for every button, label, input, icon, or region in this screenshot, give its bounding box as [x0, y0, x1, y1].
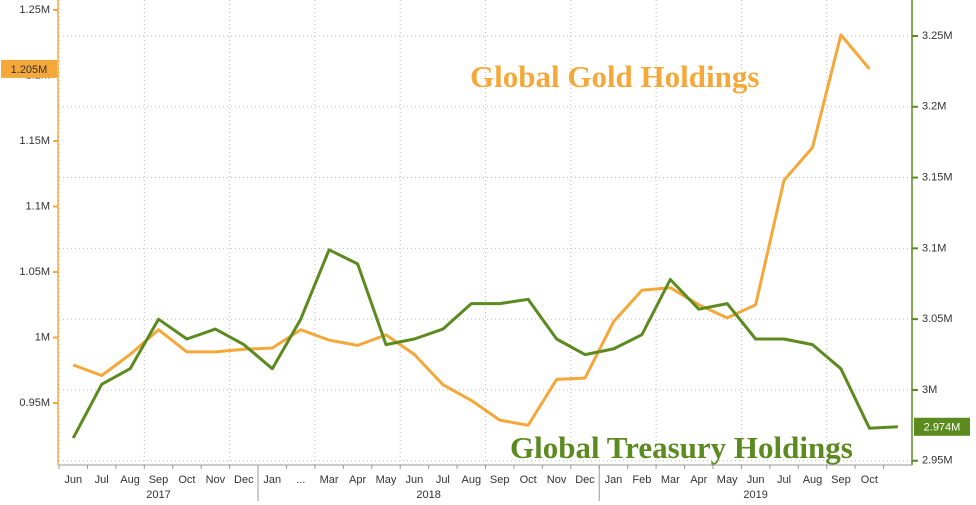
- x-tick-label: Jul: [95, 474, 109, 486]
- x-tick-label: May: [376, 474, 397, 486]
- x-tick-label: Sep: [490, 474, 510, 486]
- y-tick-label: 1.05M: [19, 266, 50, 278]
- last-value-label: 2.974M: [924, 422, 961, 434]
- x-tick-label: Jun: [64, 474, 82, 486]
- x-tick-label: Nov: [206, 474, 226, 486]
- x-tick-label: Jul: [436, 474, 450, 486]
- y-tick-label: 1M: [35, 331, 50, 343]
- x-tick-label: Oct: [861, 474, 878, 486]
- x-tick-label: Dec: [575, 474, 595, 486]
- year-label: 2019: [743, 489, 767, 501]
- last-value-label: 1.205M: [11, 64, 48, 76]
- x-tick-label: Aug: [120, 474, 140, 486]
- x-tick-label: Dec: [234, 474, 254, 486]
- x-tick-label: Apr: [690, 474, 707, 486]
- x-tick-label: Sep: [831, 474, 851, 486]
- y2-tick-label: 3M: [922, 384, 937, 396]
- x-tick-label: Jul: [777, 474, 791, 486]
- y2-tick-label: 3.1M: [922, 242, 946, 254]
- y2-tick-label: 3.2M: [922, 101, 946, 113]
- y2-tick-label: 3.05M: [922, 313, 953, 325]
- x-tick-label: ...: [296, 474, 305, 486]
- x-tick-label: Aug: [461, 474, 481, 486]
- x-tick-label: Aug: [803, 474, 823, 486]
- y2-tick-label: 2.95M: [922, 455, 953, 467]
- series-line: [71, 248, 898, 439]
- treasury-annotation: Global Treasury Holdings: [510, 430, 853, 465]
- y2-tick-label: 3.15M: [922, 171, 953, 183]
- x-tick-label: Apr: [349, 474, 366, 486]
- x-tick-label: Oct: [178, 474, 195, 486]
- y-tick-label: 1.15M: [19, 135, 50, 147]
- last-value-flag: [914, 417, 970, 436]
- x-tick-label: Nov: [547, 474, 567, 486]
- x-tick-label: Feb: [632, 474, 651, 486]
- x-tick-label: Oct: [520, 474, 537, 486]
- y-tick-label: 1.25M: [19, 4, 50, 16]
- year-label: 2018: [416, 489, 440, 501]
- x-tick-label: May: [717, 474, 738, 486]
- x-tick-label: Jan: [605, 474, 623, 486]
- x-tick-label: Jun: [747, 474, 765, 486]
- x-tick-label: Mar: [320, 474, 339, 486]
- x-tick-label: Jun: [406, 474, 424, 486]
- gold-annotation: Global Gold Holdings: [470, 59, 759, 94]
- y-tick-label: 0.95M: [19, 397, 50, 409]
- y-tick-label: 1.1M: [26, 200, 50, 212]
- x-tick-label: Jan: [263, 474, 281, 486]
- last-value-flag: [1, 59, 57, 78]
- x-tick-label: Sep: [149, 474, 169, 486]
- y2-tick-label: 3.25M: [922, 30, 953, 42]
- year-label: 2017: [146, 489, 170, 501]
- x-tick-label: Mar: [661, 474, 680, 486]
